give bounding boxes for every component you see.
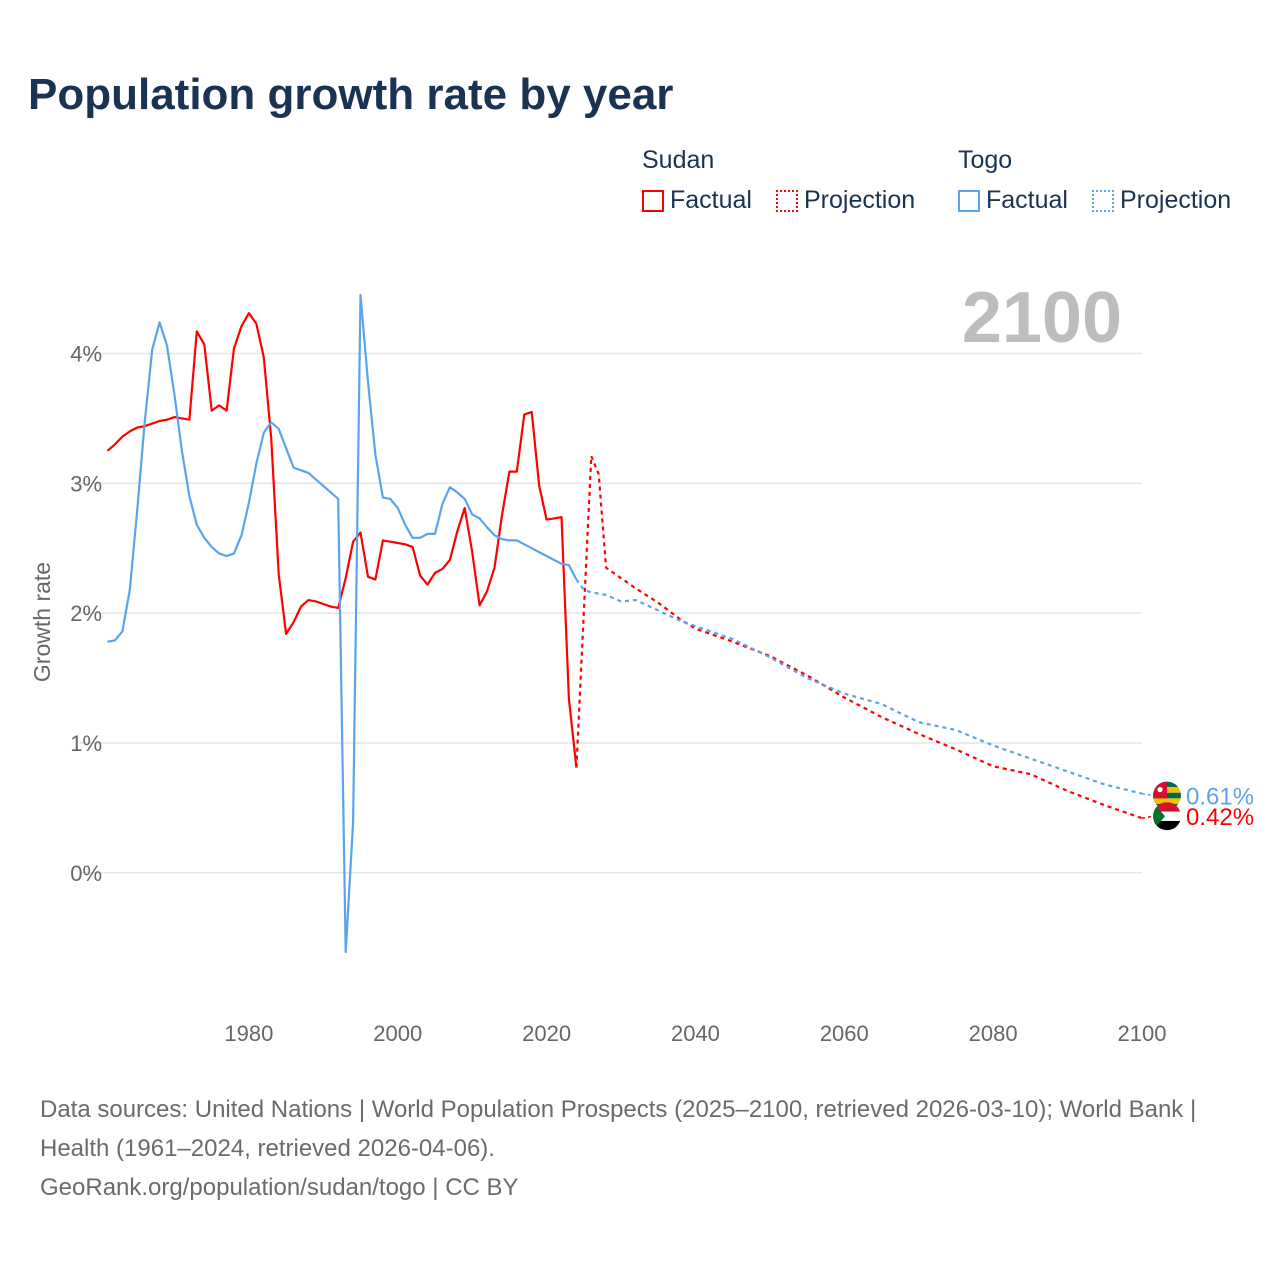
legend-togo-projection[interactable]: Projection xyxy=(1092,186,1231,215)
legend-togo-factual[interactable]: Factual xyxy=(958,186,1068,215)
x-tick-label: 1980 xyxy=(224,1021,273,1046)
x-tick-label: 2060 xyxy=(820,1021,869,1046)
end-value-label: 0.61% xyxy=(1186,784,1254,811)
y-tick-label: 3% xyxy=(70,471,102,496)
y-tick-label: 0% xyxy=(70,861,102,886)
x-tick-label: 2040 xyxy=(671,1021,720,1046)
legend-swatch xyxy=(958,189,980,212)
legend-label: Projection xyxy=(804,186,916,214)
legend-sudan-factual[interactable]: Factual xyxy=(642,186,752,215)
connector xyxy=(1141,792,1154,797)
series-line-sudan-projection xyxy=(575,454,1143,820)
source-link[interactable]: GeoRank.org/population/sudan/togo | CC B… xyxy=(40,1174,519,1201)
end-value-label: 0.42% xyxy=(1186,804,1254,831)
source-note: Data sources: United Nations | World Pop… xyxy=(40,1090,1240,1207)
legend-swatch xyxy=(642,189,664,212)
flag-stripe xyxy=(1153,811,1181,822)
y-tick-label: 2% xyxy=(70,601,102,626)
flag-stripe xyxy=(1153,820,1181,831)
x-tick-label: 2080 xyxy=(969,1021,1018,1046)
y-tick-label: 1% xyxy=(70,731,102,756)
legend-group-togo: Togo xyxy=(958,146,1013,174)
flag-stripe xyxy=(1153,798,1181,804)
flag-stripe xyxy=(1153,802,1181,812)
legend-label: Factual xyxy=(670,186,752,214)
legend-group-sudan: Sudan xyxy=(642,146,715,174)
series-line-togo-projection xyxy=(575,578,1143,795)
legend-sudan-projection[interactable]: Projection xyxy=(776,186,915,215)
source-line: Data sources: United Nations | World Pop… xyxy=(40,1096,1197,1162)
y-axis-label: Growth rate xyxy=(29,562,55,682)
year-label: 2100 xyxy=(962,278,1122,358)
connector xyxy=(1141,815,1154,819)
flag-body xyxy=(1153,802,1181,831)
flag-star xyxy=(1157,786,1163,793)
x-tick-label: 2020 xyxy=(522,1021,571,1046)
legend-swatch xyxy=(1092,189,1114,212)
legend-swatch xyxy=(776,189,798,212)
legend-label: Factual xyxy=(986,186,1068,214)
x-tick-label: 2000 xyxy=(373,1021,422,1046)
y-tick-label: 4% xyxy=(70,341,102,366)
flag-sudan-icon xyxy=(1153,802,1181,831)
series-line-sudan-factual xyxy=(106,312,578,768)
series-line-togo-factual xyxy=(107,294,578,954)
flag-triangle xyxy=(1153,802,1165,831)
legend-label: Projection xyxy=(1120,186,1232,214)
x-tick-label: 2100 xyxy=(1118,1021,1167,1046)
chart-title: Population growth rate by year xyxy=(28,70,674,119)
